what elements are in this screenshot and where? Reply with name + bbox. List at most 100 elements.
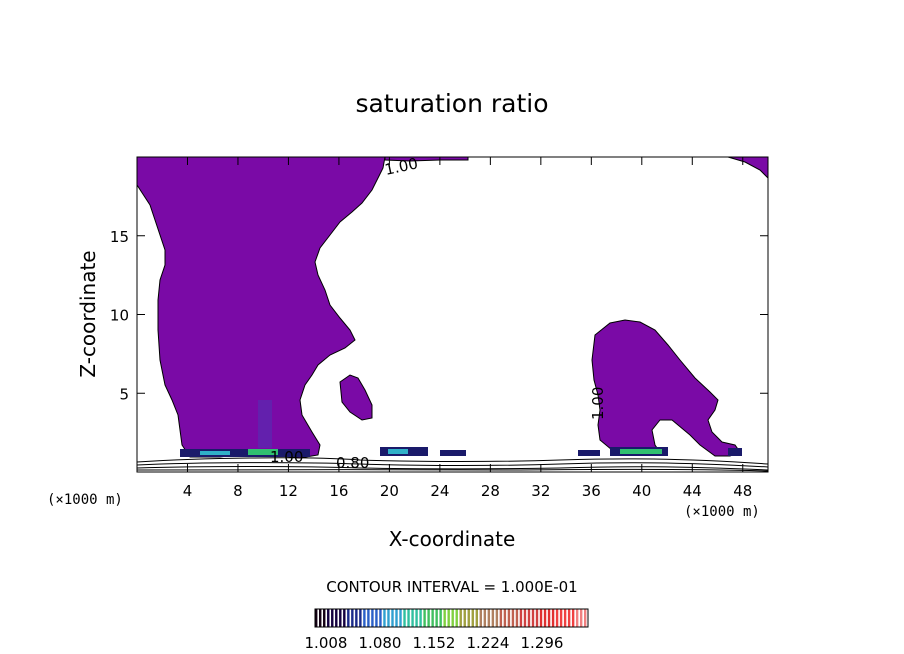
colorbar-swatch bbox=[343, 609, 346, 627]
colorbar-swatch bbox=[399, 609, 402, 627]
colorbar-tick-label: 1.152 bbox=[413, 634, 456, 652]
colorbar bbox=[315, 609, 587, 627]
contour-label-080: 0.80 bbox=[336, 454, 369, 472]
colorbar-swatch bbox=[395, 609, 398, 627]
y-axis-ticks: 5 10 15 bbox=[110, 228, 768, 403]
colorbar-tick-label: 1.224 bbox=[467, 634, 510, 652]
contour-label-low: 1.00 bbox=[270, 448, 303, 466]
x-tick-label: 16 bbox=[329, 482, 348, 500]
contour-line-4 bbox=[136, 468, 769, 472]
colorbar-labels: 1.008 1.080 1.152 1.224 1.296 bbox=[305, 634, 564, 652]
colorbar-swatch bbox=[567, 609, 571, 627]
low-band-2-cyan bbox=[388, 449, 408, 454]
x-tick-label: 28 bbox=[481, 482, 500, 500]
colorbar-tick-label: 1.080 bbox=[359, 634, 402, 652]
colorbar-swatch bbox=[487, 609, 491, 627]
colorbar-swatch bbox=[331, 609, 334, 627]
colorbar-tick-label: 1.008 bbox=[305, 634, 348, 652]
x-tick-label: 4 bbox=[183, 482, 193, 500]
x-tick-label: 32 bbox=[531, 482, 550, 500]
colorbar-swatch bbox=[571, 609, 575, 627]
x-tick-label: 48 bbox=[733, 482, 752, 500]
colorbar-swatch bbox=[367, 609, 370, 627]
colorbar-swatch bbox=[495, 609, 499, 627]
contour-label-right: 1.00 bbox=[589, 387, 607, 420]
colorbar-swatch bbox=[379, 609, 382, 627]
colorbar-swatch bbox=[555, 609, 559, 627]
colorbar-swatch bbox=[423, 609, 426, 627]
low-band-6 bbox=[728, 448, 742, 456]
colorbar-swatch bbox=[535, 609, 539, 627]
colorbar-swatch bbox=[499, 609, 503, 627]
chart-title: saturation ratio bbox=[355, 89, 548, 118]
low-band-1 bbox=[180, 449, 310, 457]
colorbar-swatch bbox=[439, 609, 442, 627]
colorbar-swatch bbox=[387, 609, 390, 627]
low-band-5-green bbox=[620, 449, 662, 454]
saturation-region-top-right bbox=[727, 156, 769, 180]
colorbar-swatch bbox=[443, 609, 446, 627]
colorbar-swatch bbox=[403, 609, 406, 627]
colorbar-swatch bbox=[491, 609, 495, 627]
colorbar-swatch bbox=[315, 609, 318, 627]
colorbar-swatch bbox=[371, 609, 374, 627]
contour-line-1 bbox=[136, 457, 769, 465]
colorbar-tick-label: 1.296 bbox=[521, 634, 564, 652]
colorbar-swatch bbox=[583, 609, 587, 627]
colorbar-swatch bbox=[455, 609, 458, 627]
colorbar-swatch bbox=[523, 609, 527, 627]
colorbar-swatch bbox=[363, 609, 366, 627]
colorbar-swatch bbox=[527, 609, 531, 627]
x-tick-label: 24 bbox=[430, 482, 449, 500]
y-tick-label: 5 bbox=[119, 385, 129, 403]
colorbar-swatch bbox=[375, 609, 378, 627]
colorbar-swatch bbox=[419, 609, 422, 627]
low-band-1-green bbox=[248, 449, 278, 455]
colorbar-swatch bbox=[383, 609, 386, 627]
plume-core bbox=[258, 400, 272, 448]
x-tick-label: 8 bbox=[233, 482, 243, 500]
contour-interval-text: CONTOUR INTERVAL = 1.000E-01 bbox=[326, 578, 577, 596]
colorbar-swatch bbox=[511, 609, 515, 627]
colorbar-swatch bbox=[551, 609, 555, 627]
x-axis-ticks: 4 8 12 16 20 24 28 32 36 40 44 48 bbox=[183, 157, 752, 500]
contour-line-2 bbox=[136, 462, 769, 468]
contour-line-3 bbox=[136, 466, 769, 471]
surface-contours bbox=[136, 457, 769, 472]
colorbar-swatch bbox=[539, 609, 543, 627]
y-axis-label: Z-coordinate bbox=[76, 250, 100, 377]
colorbar-swatch bbox=[319, 609, 322, 627]
saturation-region-left bbox=[136, 156, 386, 459]
colorbar-swatch bbox=[459, 609, 462, 627]
colorbar-swatch bbox=[463, 609, 466, 627]
colorbar-swatch bbox=[447, 609, 450, 627]
colorbar-swatch bbox=[327, 609, 330, 627]
x-tick-label: 40 bbox=[632, 482, 651, 500]
y-tick-label: 10 bbox=[110, 307, 129, 325]
colorbar-swatch bbox=[563, 609, 567, 627]
low-band-4 bbox=[578, 450, 600, 456]
colorbar-swatch bbox=[355, 609, 358, 627]
colorbar-swatch bbox=[431, 609, 434, 627]
low-band-3 bbox=[440, 450, 466, 456]
low-level-bands bbox=[180, 400, 742, 457]
x-tick-label: 20 bbox=[380, 482, 399, 500]
colorbar-swatch bbox=[479, 609, 483, 627]
y-tick-label: 15 bbox=[110, 228, 129, 246]
colorbar-swatch bbox=[335, 609, 338, 627]
colorbar-swatch bbox=[547, 609, 551, 627]
colorbar-swatch bbox=[415, 609, 418, 627]
colorbar-swatch bbox=[575, 609, 579, 627]
colorbar-swatch bbox=[483, 609, 487, 627]
colorbar-swatch bbox=[503, 609, 507, 627]
colorbar-swatch bbox=[515, 609, 519, 627]
colorbar-swatch bbox=[407, 609, 410, 627]
colorbar-swatch bbox=[427, 609, 430, 627]
colorbar-swatch bbox=[411, 609, 414, 627]
colorbar-swatch bbox=[347, 609, 350, 627]
colorbar-swatch bbox=[471, 609, 474, 627]
colorbar-swatch bbox=[475, 609, 478, 627]
colorbar-swatch bbox=[451, 609, 454, 627]
saturation-island-small bbox=[339, 374, 373, 421]
